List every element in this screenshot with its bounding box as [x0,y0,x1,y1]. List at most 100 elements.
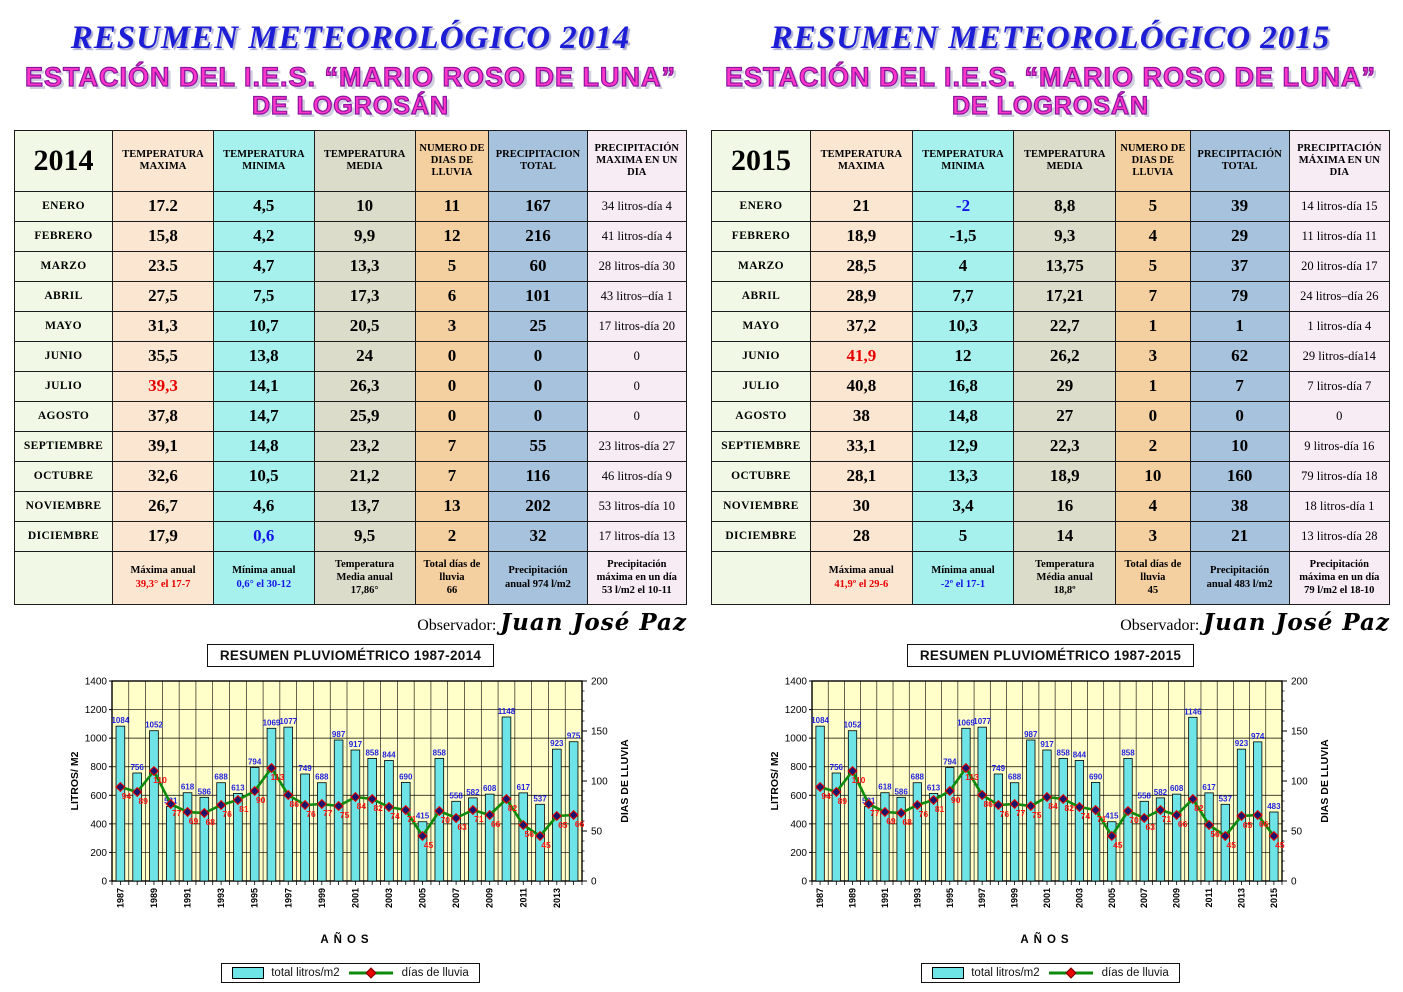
pluviometric-chart-2014: RESUMEN PLUVIOMÉTRICO 1987-2014 1084 756 1… [14,643,687,984]
month-label: ENERO [13,190,114,222]
svg-text:2003: 2003 [1074,888,1084,908]
svg-text:974: 974 [1251,731,1265,740]
data-cell: 23 litros-día 27 [586,430,688,462]
summary-2015-section: RESUMEN METEOROLÓGICO 2015 ESTACIÓN DEL … [701,0,1402,984]
data-cell: 4 [1115,490,1191,522]
svg-text:110: 110 [851,775,865,785]
data-cell: 0 [414,400,490,432]
svg-text:794: 794 [247,757,261,766]
data-cell: 4,2 [212,220,315,252]
data-cell: 28,9 [809,280,913,312]
svg-text:71: 71 [407,814,417,824]
data-cell: 216 [488,220,588,252]
page-title-2015: RESUMEN METEOROLÓGICO 2015 [770,20,1331,56]
svg-text:586: 586 [197,787,211,796]
svg-text:987: 987 [331,730,345,739]
data-cell: 13,75 [1013,250,1117,282]
data-cell: 21 [809,190,913,222]
svg-text:84: 84 [1048,801,1058,811]
observer-line: Observador: Juan José Paz [711,609,1390,636]
bar-series-label: total litros/m2 [971,966,1040,979]
month-label: DICIEMBRE [711,520,811,552]
data-cell: 16 [1013,490,1117,522]
data-cell: 160 [1189,460,1290,492]
month-row: MARZO 28,5 4 13,75 5 37 20 litros-día 17 [711,250,1391,282]
month-row: MARZO 23.5 4,7 13,3 5 60 28 litros-día 30 [13,250,688,282]
svg-text:71: 71 [474,814,484,824]
summary-cell: Total días de lluvia 45 [1115,550,1191,605]
svg-text:1993: 1993 [912,888,922,908]
data-cell: 28 litros-día 30 [586,250,688,282]
rainfall-bar-line-chart-2014: 1084756105252161858668861379410691077749… [69,676,631,946]
month-label: NOVIEMBRE [711,490,811,522]
svg-text:858: 858 [1056,748,1070,757]
data-cell: 10 [1115,460,1191,492]
data-cell: 0 [488,400,588,432]
column-header: TEMPERATURA MAXIMA [112,129,214,192]
svg-text:68: 68 [902,817,912,827]
month-row: MAYO 31,3 10,7 20,5 3 25 17 litros-día 20 [13,310,688,342]
svg-text:844: 844 [1072,750,1086,759]
svg-text:82: 82 [507,803,517,813]
bar-series-swatch [232,966,265,979]
svg-text:600: 600 [790,790,807,801]
svg-text:1146: 1146 [1184,707,1202,716]
month-label: SEPTIEMBRE [13,430,114,462]
svg-text:1991: 1991 [879,888,889,908]
data-cell: 14 [1013,520,1117,552]
svg-text:74: 74 [1080,811,1090,821]
svg-text:1991: 1991 [182,888,192,908]
svg-text:84: 84 [356,801,366,811]
data-cell: 26,2 [1013,340,1117,372]
data-cell: 0 [488,370,588,402]
summary-cell: Precipitación anual 483 l/m2 [1189,550,1290,605]
data-cell: 13,7 [313,490,416,522]
month-row: AGOSTO 37,8 14,7 25,9 0 0 0 [13,400,688,432]
observer-label: Observador: [417,616,497,634]
svg-text:987: 987 [1024,730,1038,739]
summary-empty-cell [13,550,114,605]
chart-title-2015: RESUMEN PLUVIOMÉTRICO 1987-2015 [906,643,1195,667]
svg-text:400: 400 [90,819,107,830]
svg-text:150: 150 [591,726,608,737]
data-cell: 0,6 [212,520,315,552]
svg-text:917: 917 [1040,740,1054,749]
data-cell: 4,7 [212,250,315,282]
data-cell: 12 [414,220,490,252]
summary-empty-cell [711,550,811,605]
data-cell: 37,8 [112,400,214,432]
svg-text:1995: 1995 [944,888,954,908]
data-cell: 7 litros-día 7 [1288,370,1391,402]
data-cell: 4 [1115,220,1191,252]
data-cell: 1 [1189,310,1290,342]
column-header: TEMPERATURA MEDIA [1013,129,1117,192]
data-cell: 9,9 [313,220,416,252]
month-row: SEPTIEMBRE 39,1 14,8 23,2 7 55 23 litros-día 2… [13,430,688,462]
page-title-2014: RESUMEN METEOROLÓGICO 2014 [70,20,631,56]
svg-text:100: 100 [1291,776,1308,787]
svg-text:608: 608 [482,784,496,793]
data-cell: 5 [414,250,490,282]
svg-text:0: 0 [1291,876,1297,887]
month-label: OCTUBRE [13,460,114,492]
data-cell: 2 [1115,430,1191,462]
data-cell: 29 litros-día14 [1288,340,1391,372]
data-cell: 10,3 [911,310,1015,342]
monthly-weather-table-2015: 2015 TEMPERATURA MAXIMA TEMPERATURA MINIMA… [711,129,1391,605]
month-row: OCTUBRE 32,6 10,5 21,2 7 116 46 litros-día 9 [13,460,688,492]
summary-cell: Precipitación máxima en un día 79 l/m2 el … [1288,550,1391,605]
data-cell: 0 [586,370,688,402]
observer-line: Observador: Juan José Paz [14,609,687,636]
data-cell: 7,7 [911,280,1015,312]
data-cell: -1,5 [911,220,1015,252]
svg-text:200: 200 [1291,676,1308,687]
svg-text:1400: 1400 [84,676,107,687]
month-row: FEBRERO 18,9 -1,5 9,3 4 29 11 litros-día 11 [711,220,1391,252]
svg-text:82: 82 [1194,803,1204,813]
svg-text:2001: 2001 [1042,888,1052,908]
chart-title-2014: RESUMEN PLUVIOMÉTRICO 1987-2014 [206,643,495,667]
svg-text:200: 200 [790,848,807,859]
data-cell: 6 [414,280,490,312]
data-cell: 0 [1288,400,1391,432]
data-cell: 31,3 [112,310,214,342]
